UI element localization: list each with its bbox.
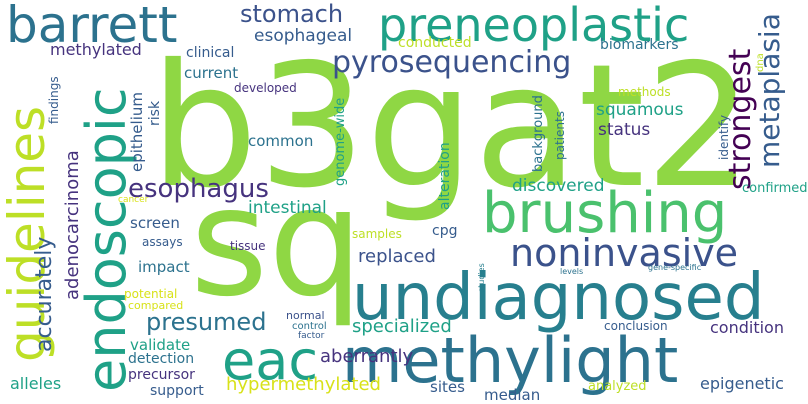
word-methylight: methylight [342, 324, 679, 397]
word-brushing: brushing [482, 181, 728, 246]
word-biomarkers: biomarkers [600, 37, 679, 53]
word-tissue: tissue [230, 239, 266, 253]
word-findings: findings [47, 76, 61, 124]
word-undiagnosed: undiagnosed [352, 261, 765, 335]
word-identify: identify [717, 114, 731, 160]
word-developed: developed [234, 81, 297, 95]
word-alleles: alleles [10, 374, 62, 393]
word-impact: impact [138, 258, 190, 276]
word-methylated: methylated [50, 40, 142, 59]
word-levels: levels [560, 267, 584, 276]
word-compared: compared [128, 299, 184, 312]
word-intestinal: intestinal [248, 198, 327, 218]
word-b3gat2: b3gat2 [150, 28, 753, 226]
word-screen: screen [130, 214, 180, 232]
word-esophageal: esophageal [254, 26, 353, 46]
word-endoscopic: endoscopic [75, 87, 138, 392]
word-sites: sites [430, 378, 465, 396]
word-validate: validate [130, 336, 191, 354]
word-alteration: alteration [437, 142, 453, 210]
word-background: background [531, 95, 546, 172]
word-clinical: clinical [186, 45, 235, 61]
word-precursor: precursor [128, 367, 195, 383]
word-status: status [598, 120, 651, 140]
word-confirmed: confirmed [742, 181, 808, 196]
word-condition: condition [710, 318, 784, 337]
word-aberrantly: aberrantly [320, 346, 414, 367]
word-control: control [292, 321, 327, 332]
word-pyrosequencing: pyrosequencing [332, 45, 572, 80]
word-potential: potential [124, 287, 178, 301]
word-common: common [248, 132, 314, 150]
word-normal: normal [286, 309, 325, 322]
word-median: median [484, 386, 541, 404]
word-risk: risk [147, 100, 163, 126]
word-noninvasive: noninvasive [510, 231, 739, 275]
word-hypermethylated: hypermethylated [226, 374, 381, 395]
word-presumed: presumed [146, 308, 267, 336]
word-analyzed: analyzed [588, 379, 647, 394]
word-accurately: accurately [32, 236, 57, 352]
word-barrett: barrett [6, 0, 178, 54]
word-conclusion: conclusion [604, 319, 668, 333]
word-genome-wide: genome-wide [333, 97, 348, 186]
word-epithelium: epithelium [128, 92, 146, 172]
word-specialized: specialized [352, 316, 452, 337]
word-dna: dna [755, 53, 766, 72]
word-patients: patients [553, 111, 567, 160]
word-samples: samples [352, 227, 402, 241]
word-eac: eac [222, 329, 319, 392]
word-discovered: discovered [512, 176, 605, 196]
word-epigenetic: epigenetic [700, 374, 784, 393]
word-metaplasia: metaplasia [753, 13, 786, 168]
word-gene-specific: gene-specific [648, 263, 702, 272]
word-assays: assays [142, 235, 183, 249]
word-squamous: squamous [596, 100, 684, 120]
word-stomach: stomach [240, 0, 344, 28]
word-support: support [150, 383, 204, 399]
word-cpg: cpg [432, 223, 458, 239]
word-adenocarcinoma: adenocarcinoma [62, 150, 83, 300]
word-replaced: replaced [358, 246, 436, 267]
word-sq: sq [190, 156, 364, 330]
word-studies: studies [477, 263, 486, 292]
word-conducted: conducted [398, 35, 472, 51]
word-detection: detection [128, 351, 195, 367]
word-esophagus: esophagus [128, 174, 269, 204]
word-cancer: cancer [118, 195, 149, 205]
word-factor: factor [298, 331, 325, 341]
word-preneoplastic: preneoplastic [378, 0, 690, 52]
word-current: current [184, 64, 239, 82]
word-methods: methods [618, 85, 671, 99]
